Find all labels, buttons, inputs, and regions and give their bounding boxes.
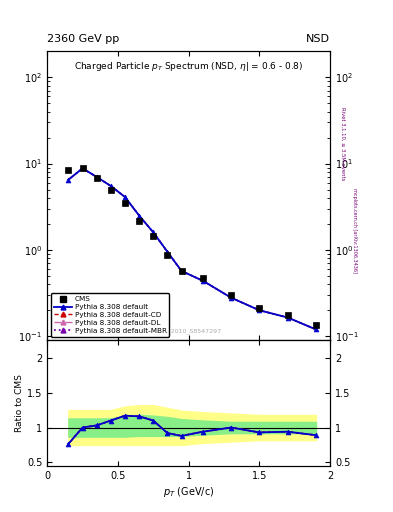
Text: CMS_2010_S8547297: CMS_2010_S8547297 — [155, 329, 222, 334]
Y-axis label: Ratio to CMS: Ratio to CMS — [15, 374, 24, 432]
Text: NSD: NSD — [306, 33, 330, 44]
Text: $p_T$ (GeV/c): $p_T$ (GeV/c) — [163, 485, 214, 499]
Text: Charged Particle $p_T$ Spectrum (NSD, $\eta$| = 0.6 - 0.8): Charged Particle $p_T$ Spectrum (NSD, $\… — [74, 60, 303, 73]
Legend: CMS, Pythia 8.308 default, Pythia 8.308 default-CD, Pythia 8.308 default-DL, Pyt: CMS, Pythia 8.308 default, Pythia 8.308 … — [51, 293, 169, 336]
Text: 2360 GeV pp: 2360 GeV pp — [47, 33, 119, 44]
Text: mcplots.cern.ch [arXiv:1306.3436]: mcplots.cern.ch [arXiv:1306.3436] — [352, 188, 357, 273]
Text: Rivet 3.1.10, ≥ 3.5M events: Rivet 3.1.10, ≥ 3.5M events — [340, 106, 345, 180]
